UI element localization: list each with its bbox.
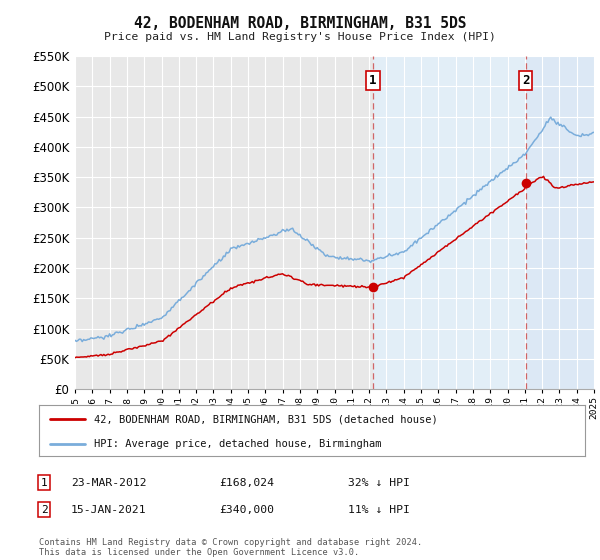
- Bar: [526, 56, 594, 389]
- Text: Price paid vs. HM Land Registry's House Price Index (HPI): Price paid vs. HM Land Registry's House …: [104, 32, 496, 43]
- Text: £340,000: £340,000: [219, 505, 274, 515]
- Text: 42, BODENHAM ROAD, BIRMINGHAM, B31 5DS (detached house): 42, BODENHAM ROAD, BIRMINGHAM, B31 5DS (…: [94, 414, 437, 424]
- Text: 23-MAR-2012: 23-MAR-2012: [71, 478, 146, 488]
- Text: HPI: Average price, detached house, Birmingham: HPI: Average price, detached house, Birm…: [94, 438, 381, 449]
- Bar: [373, 56, 526, 389]
- Text: 2: 2: [522, 74, 529, 87]
- Text: Contains HM Land Registry data © Crown copyright and database right 2024.
This d: Contains HM Land Registry data © Crown c…: [39, 538, 422, 557]
- Text: 1: 1: [369, 74, 376, 87]
- Text: 2: 2: [41, 505, 47, 515]
- Text: £168,024: £168,024: [219, 478, 274, 488]
- Text: 15-JAN-2021: 15-JAN-2021: [71, 505, 146, 515]
- Text: 42, BODENHAM ROAD, BIRMINGHAM, B31 5DS: 42, BODENHAM ROAD, BIRMINGHAM, B31 5DS: [134, 16, 466, 31]
- Text: 32% ↓ HPI: 32% ↓ HPI: [348, 478, 410, 488]
- Text: 11% ↓ HPI: 11% ↓ HPI: [348, 505, 410, 515]
- Text: 1: 1: [41, 478, 47, 488]
